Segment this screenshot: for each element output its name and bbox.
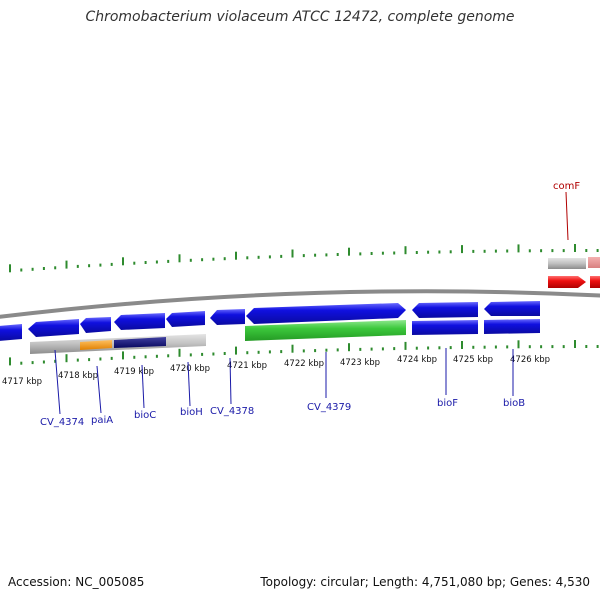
tick-marks-outer — [9, 244, 599, 273]
gene-arrow-cv4374 — [28, 319, 79, 337]
gene-blue-biof-lower — [412, 320, 478, 335]
scale-label: 4725 kbp — [453, 355, 493, 365]
feature-navy-bioc — [114, 337, 166, 348]
gene-red-arrow-2 — [590, 276, 600, 288]
scale-label: 4720 kbp — [170, 364, 210, 374]
gene-labels: CV_4374 paiA bioC bioH CV_4378 CV_4379 b… — [40, 181, 580, 428]
accession-text: Accession: NC_005085 — [8, 575, 145, 589]
tick-marks-inner — [9, 340, 599, 366]
scale-label: 4724 kbp — [397, 355, 437, 365]
gene-arrow-biof — [412, 302, 478, 318]
gene-arrow-paia — [80, 317, 111, 333]
feature-pink — [588, 257, 600, 268]
scale-label: 4722 kbp — [284, 359, 324, 369]
scale-label: 4717 kbp — [2, 377, 42, 387]
feature-track — [0, 257, 600, 354]
gene-blue-biob-lower — [484, 319, 540, 334]
scale-label: 4718 kbp — [58, 371, 98, 381]
scale-label: 4719 kbp — [114, 367, 154, 377]
feature-grey-comf — [548, 258, 586, 269]
leader-lines — [54, 191, 569, 415]
gene-comf-arrow — [548, 276, 586, 288]
gene-label-paia: paiA — [91, 415, 113, 426]
scale-label: 4726 kbp — [510, 355, 550, 365]
gene-arrow-1 — [0, 324, 22, 341]
gene-label-cv4379: CV_4379 — [307, 402, 351, 413]
map-title: Chromobacterium violaceum ATCC 12472, co… — [85, 9, 515, 25]
genome-backbone — [0, 289, 600, 319]
gene-label-comf: comF — [553, 181, 580, 192]
topology-text: Topology: circular; Length: 4,751,080 bp… — [260, 575, 590, 589]
scale-labels: 4717 kbp 4718 kbp 4719 kbp 4720 kbp 4721… — [2, 355, 550, 387]
gene-label-biob: bioB — [503, 398, 525, 409]
gene-arrow-bioh — [166, 311, 205, 327]
gene-label-cv4378: CV_4378 — [210, 406, 254, 417]
scale-label: 4721 kbp — [227, 361, 267, 371]
feature-orange-paia — [80, 340, 112, 350]
gene-label-bioc: bioC — [134, 410, 156, 421]
gene-arrow-cv4379 — [246, 303, 406, 324]
scale-label: 4723 kbp — [340, 358, 380, 368]
gene-label-cv4374: CV_4374 — [40, 417, 84, 428]
gene-arrow-cv4378 — [210, 309, 245, 325]
gene-green-cv4379 — [245, 320, 406, 341]
gene-label-bioh: bioH — [180, 407, 203, 418]
gene-label-biof: bioF — [437, 398, 458, 409]
gene-arrow-biob — [484, 301, 540, 316]
gene-arrow-bioc — [114, 313, 165, 330]
